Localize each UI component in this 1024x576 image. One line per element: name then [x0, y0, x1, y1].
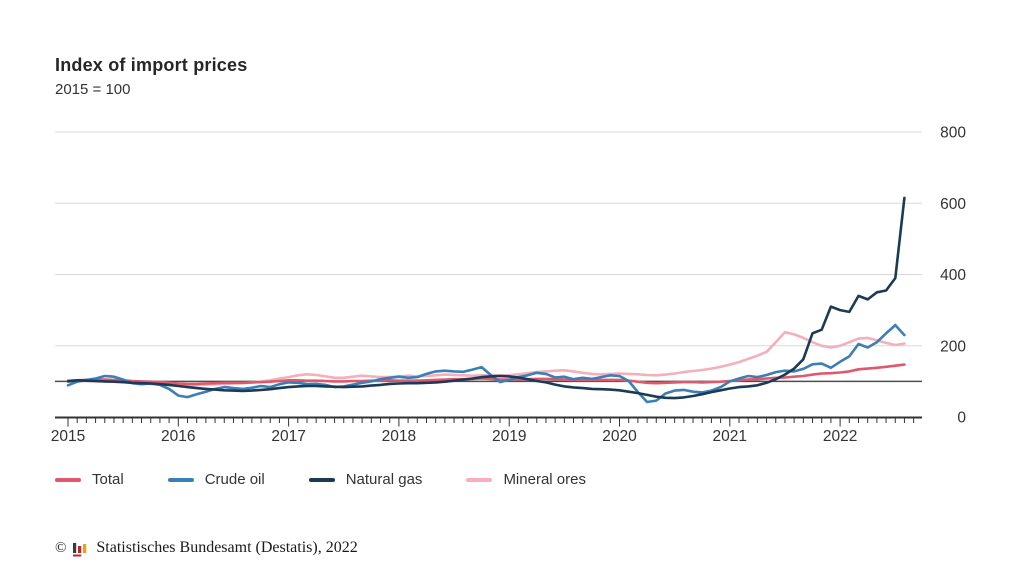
- legend-item-mineral-ores: Mineral ores: [466, 471, 586, 488]
- source-attribution: © Statistisches Bundesamt (Destatis), 20…: [55, 539, 358, 557]
- natural-gas-line-swatch: [308, 477, 335, 482]
- x-axis-year-label-2019: 2019: [492, 428, 526, 445]
- x-axis-year-label-2022: 2022: [823, 428, 857, 445]
- x-axis-year-label-2016: 2016: [161, 428, 195, 445]
- source-text: Statistisches Bundesamt (Destatis), 2022: [96, 539, 358, 556]
- chart-title: Index of import prices: [55, 55, 248, 75]
- legend-item-natural-gas: Natural gas: [308, 471, 423, 488]
- y-axis-label-200: 200: [940, 338, 966, 355]
- mineral-ores-line-swatch: [466, 477, 493, 482]
- x-axis-year-label-2017: 2017: [271, 428, 305, 445]
- y-axis-label-800: 800: [940, 125, 966, 142]
- y-axis-label-600: 600: [940, 196, 966, 213]
- legend-label-natural-gas: Natural gas: [345, 471, 423, 488]
- chart-legend: Total Crude oil Natural gas Mineral ores: [55, 471, 630, 488]
- x-axis-year-label-2018: 2018: [382, 428, 416, 445]
- series-line-crude-oil: [66, 323, 906, 404]
- legend-item-total: Total: [55, 471, 124, 488]
- crude-oil-line-swatch: [167, 477, 194, 482]
- total-line-swatch: [55, 477, 81, 482]
- destatis-bar-chart-logo-icon: [73, 542, 87, 556]
- legend-label-total: Total: [92, 471, 124, 488]
- legend-label-crude-oil: Crude oil: [204, 471, 265, 488]
- copyright-symbol: ©: [55, 539, 67, 556]
- series-line-natural-gas: [66, 196, 906, 400]
- legend-label-mineral-ores: Mineral ores: [503, 471, 586, 488]
- y-axis-label-400: 400: [940, 267, 966, 284]
- x-axis-year-label-2020: 2020: [602, 428, 637, 445]
- chart-subtitle: 2015 = 100: [55, 81, 131, 98]
- x-axis-year-label-2015: 2015: [51, 428, 85, 445]
- y-axis-label-0: 0: [957, 410, 966, 427]
- x-axis-year-label-2021: 2021: [713, 428, 747, 445]
- legend-item-crude-oil: Crude oil: [167, 471, 265, 488]
- series-line-total: [66, 363, 906, 386]
